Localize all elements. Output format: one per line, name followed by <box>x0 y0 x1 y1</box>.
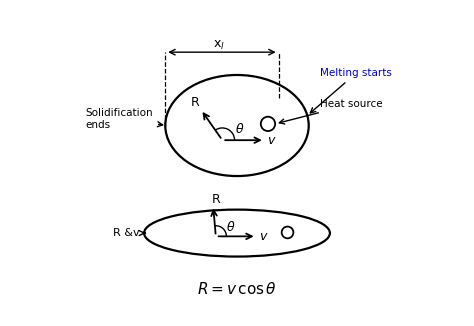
Text: $\theta$: $\theta$ <box>226 220 235 234</box>
Text: v: v <box>259 230 266 243</box>
Text: $R = v\,\cos\theta$: $R = v\,\cos\theta$ <box>197 280 277 297</box>
Text: Solidification
ends: Solidification ends <box>85 108 163 130</box>
Text: v: v <box>267 134 275 147</box>
Text: R: R <box>191 96 200 109</box>
Text: Melting starts: Melting starts <box>310 68 392 113</box>
Text: x$_l$: x$_l$ <box>213 39 225 52</box>
Text: R: R <box>212 193 221 206</box>
Text: R &v: R &v <box>113 228 146 238</box>
Text: $\theta$: $\theta$ <box>235 122 244 136</box>
Text: Heat source: Heat source <box>279 99 383 124</box>
